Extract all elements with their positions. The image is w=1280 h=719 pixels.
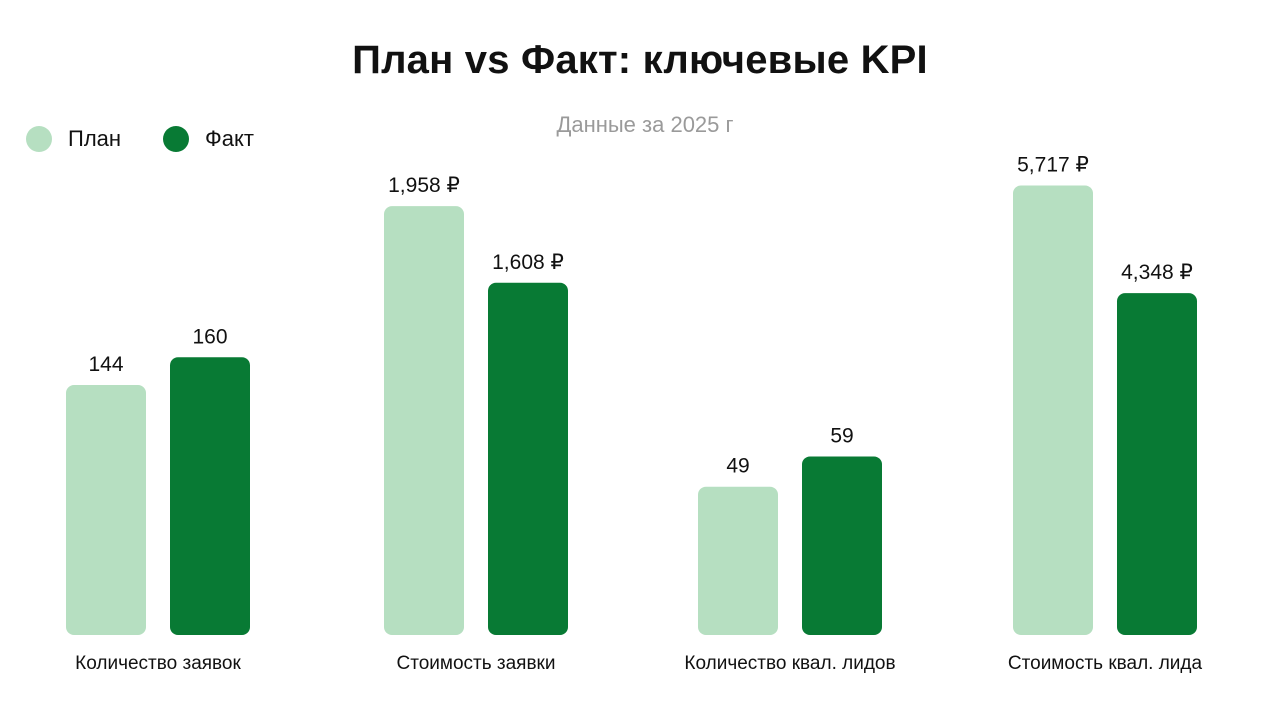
data-label-plan-1: 1,958 ₽ [388, 174, 460, 197]
category-label-3: Стоимость квал. лида [1008, 653, 1203, 674]
legend-item-plan: План [26, 126, 121, 152]
bar-plan-1 [384, 206, 464, 635]
category-label-1: Стоимость заявки [397, 653, 556, 674]
legend-label-plan: План [68, 126, 122, 151]
bar-plan-3 [1013, 185, 1093, 635]
legend-swatch-fact [163, 126, 190, 152]
data-label-fact-2: 59 [830, 424, 853, 447]
data-label-fact-3: 4,348 ₽ [1121, 261, 1193, 284]
chart-subtitle: Данные за 2025 г [556, 112, 734, 137]
data-label-plan-2: 49 [726, 455, 749, 478]
bar-plan-2 [698, 486, 778, 635]
legend-swatch-plan [26, 126, 52, 152]
bar-fact-1 [488, 282, 568, 635]
data-label-fact-0: 160 [192, 325, 227, 348]
data-label-plan-0: 144 [88, 353, 123, 376]
bar-fact-3 [1117, 293, 1197, 635]
data-label-plan-3: 5,717 ₽ [1017, 153, 1089, 176]
chart-title: План vs Факт: ключевые KPI [352, 38, 928, 82]
legend-label-fact: Факт [205, 126, 254, 151]
category-label-2: Количество квал. лидов [684, 653, 895, 674]
category-label-0: Количество заявок [75, 653, 241, 674]
legend: План Факт [26, 126, 296, 152]
legend-item-fact: Факт [163, 126, 254, 152]
bar-fact-2 [802, 456, 882, 635]
bar-fact-0 [170, 357, 250, 635]
bar-plan-0 [66, 385, 146, 635]
data-label-fact-1: 1,608 ₽ [492, 251, 564, 274]
